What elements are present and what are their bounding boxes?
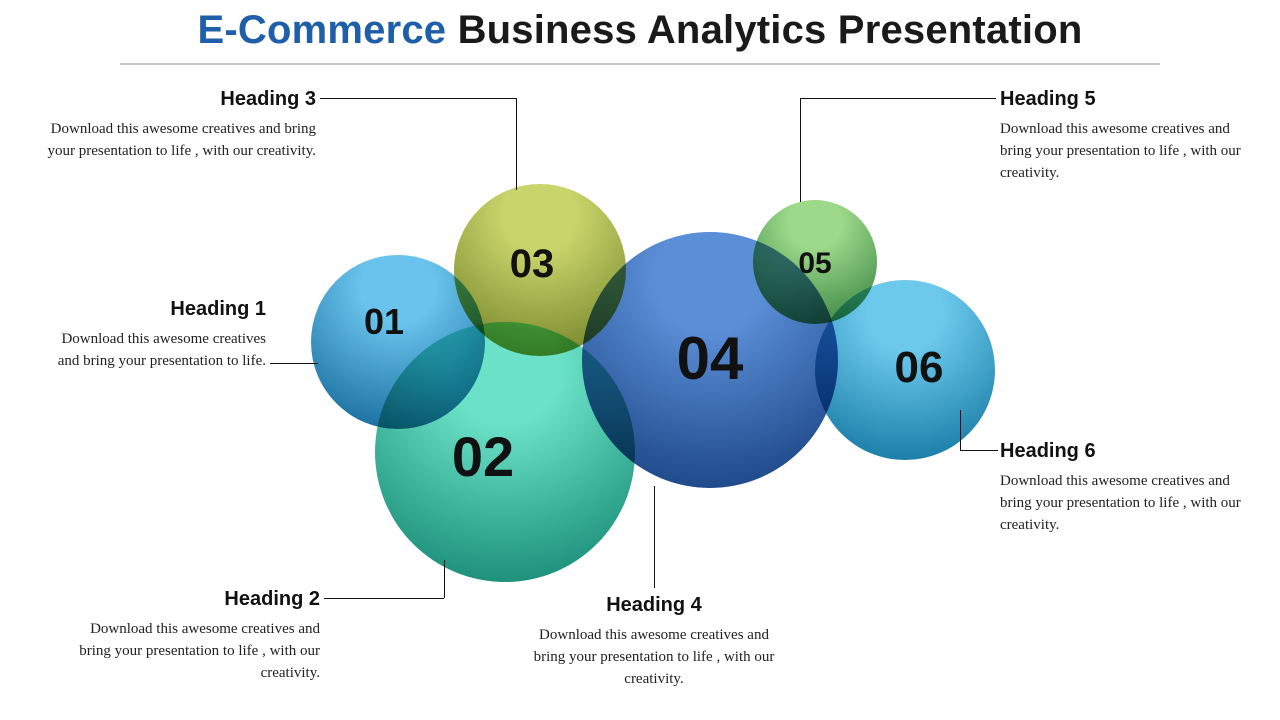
leader-line	[800, 98, 996, 99]
callout-body: Download this awesome creatives and brin…	[60, 619, 320, 684]
callout-h3: Heading 3 Download this awesome creatives…	[46, 88, 316, 163]
callout-body: Download this awesome creatives and brin…	[46, 119, 316, 163]
callout-heading: Heading 6	[1000, 440, 1250, 463]
callout-h4: Heading 4 Download this awesome creatives…	[524, 594, 784, 690]
venn-number-c5: 05	[798, 247, 831, 281]
callout-body: Download this awesome creatives and brin…	[1000, 471, 1250, 536]
callout-h5: Heading 5 Download this awesome creatives…	[1000, 88, 1250, 184]
callout-body: Download this awesome creatives and brin…	[1000, 119, 1250, 184]
venn-number-c6: 06	[895, 343, 944, 393]
callout-h6: Heading 6 Download this awesome creatives…	[1000, 440, 1250, 536]
callout-h1: Heading 1 Download this awesome creatives…	[46, 298, 266, 373]
leader-line	[324, 598, 444, 599]
leader-line	[960, 450, 998, 451]
leader-line	[654, 486, 655, 588]
leader-line	[960, 410, 961, 450]
slide: E-Commerce Business Analytics Presentati…	[0, 0, 1280, 720]
callout-heading: Heading 5	[1000, 88, 1250, 111]
callout-h2: Heading 2 Download this awesome creatives…	[60, 588, 320, 684]
callout-heading: Heading 4	[524, 594, 784, 617]
venn-number-c3: 03	[510, 242, 555, 287]
leader-line	[270, 363, 318, 364]
venn-circle-c6: 06	[815, 280, 995, 460]
venn-number-c4: 04	[677, 324, 744, 393]
venn-number-c1: 01	[364, 301, 404, 343]
venn-diagram: 01 02 03 04 05 06 Heading 1 Download this aweso…	[0, 0, 1280, 720]
callout-heading: Heading 2	[60, 588, 320, 611]
venn-number-c2: 02	[452, 424, 514, 489]
callout-body: Download this awesome creatives and brin…	[46, 329, 266, 373]
leader-line	[800, 98, 801, 202]
callout-heading: Heading 3	[46, 88, 316, 111]
callout-body: Download this awesome creatives and brin…	[524, 625, 784, 690]
leader-line	[516, 98, 517, 190]
leader-line	[320, 98, 516, 99]
callout-heading: Heading 1	[46, 298, 266, 321]
leader-line	[444, 560, 445, 598]
